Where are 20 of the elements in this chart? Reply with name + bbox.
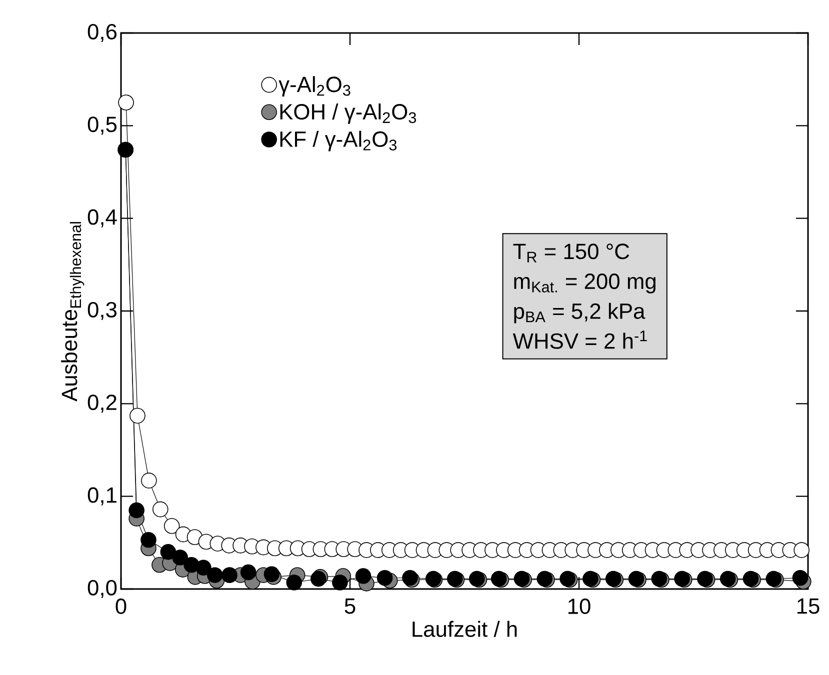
y-tick-label: 0,0 — [88, 580, 117, 598]
y-tick-label: 0,6 — [88, 24, 117, 42]
legend-label: KOH / γ-Al$_{2}$O$_{3}$ — [280, 103, 416, 124]
annotation: m$_{Kat.}$ = 200 mg — [514, 274, 656, 294]
annotation: p$_{BA}$ = 5,2 kPa — [514, 302, 646, 324]
x-tick-label: 0 — [116, 598, 126, 614]
y-tick-label: 0,3 — [88, 302, 117, 320]
legend-label: KF / γ-Al$_{2}$O$_{3}$ — [280, 130, 397, 152]
y-axis-title: $\mathrm{Ausbeute}_{\mathrm{Ethylhexenal}}$ — [61, 222, 84, 402]
x-tick-label: 10 — [568, 598, 590, 614]
annotation: WHSV = 2 h$^{-1}$ — [512, 330, 647, 349]
legend-label: γ-Al$_{2}$O$_{3}$ — [278, 76, 350, 97]
x-axis-title: Laufzeit / h — [412, 620, 517, 637]
y-tick-label: 0,2 — [88, 394, 116, 413]
y-tick-label: 0,1 — [88, 487, 116, 506]
y-tick-label: 0,5 — [88, 116, 117, 135]
x-tick-label: 5 — [344, 598, 356, 614]
x-tick-label: 15 — [797, 598, 820, 614]
annotation: T$_{R}$ = 150 °C — [513, 244, 630, 262]
y-tick-label: 0,4 — [88, 209, 117, 228]
